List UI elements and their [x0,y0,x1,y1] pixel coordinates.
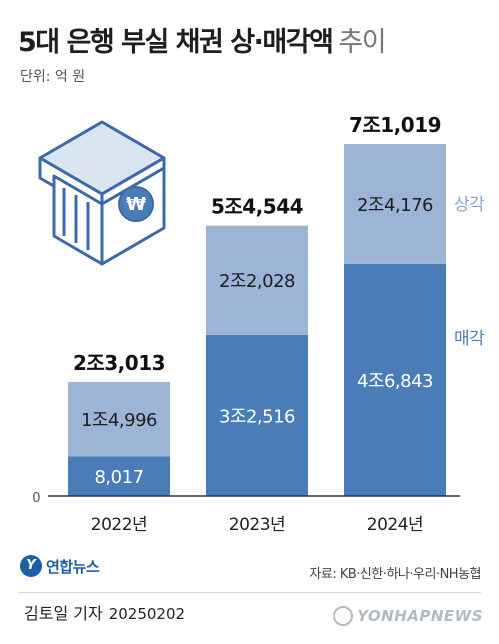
bar-writeoff-2 [344,144,446,264]
x-tick-1: 2023년 [229,515,285,535]
footer-divider [18,592,481,593]
label-sale-1: 3조2,516 [219,406,295,427]
y-zero-label: 0 [32,491,40,506]
stacked-bar-chart: ₩ 8,017 1조4,996 2조3,013 2022년 3조2,516 2조2,028… [32,113,485,535]
label-total-1: 5조4,544 [211,195,303,219]
chart-title: 5대 은행 부실 채권 상·매각액 추이 [18,20,387,59]
bar-writeoff-0 [68,381,170,457]
label-sale-0: 8,017 [94,467,143,488]
chart-title-main: 5대 은행 부실 채권 상·매각액 [18,27,334,58]
unit-label: 단위: 억 원 [20,69,86,85]
source-note: 자료: KB·신한·하나·우리·NH농협 [309,567,481,582]
label-total-0: 2조3,013 [73,351,165,375]
bank-icon: ₩ [38,120,166,266]
legend-writeoff-label: 상각 [454,195,485,215]
svg-text:₩: ₩ [126,194,146,215]
yonhap-news-watermark: YONHAPNEWS [333,606,483,626]
label-writeoff-2: 2조4,176 [357,195,433,216]
yonhap-logo: Y 연합뉴스 [20,555,100,577]
label-sale-2: 4조6,843 [357,371,433,392]
watermark-circle-icon [333,606,354,626]
watermark-text: YONHAPNEWS [357,607,483,625]
legend-sale-label: 매각 [454,329,485,349]
label-total-2: 7조1,019 [349,113,441,137]
x-tick-0: 2022년 [91,515,147,535]
credit-name: 김토일 기자 [24,604,103,623]
label-writeoff-1: 2조2,028 [219,271,295,292]
chart-title-suffix: 추이 [338,27,386,58]
bar-sale-1 [206,334,308,496]
label-writeoff-0: 1조4,996 [81,410,157,431]
x-tick-2: 2024년 [367,515,423,535]
bar-writeoff-1 [206,225,308,335]
yonhap-logo-name: 연합뉴스 [46,557,100,576]
credit: 김토일 기자 20250202 [24,600,185,624]
credit-date: 20250202 [108,605,186,623]
yonhap-logo-mark: Y [20,555,42,577]
bar-sale-2 [344,263,446,496]
bar-sale-0 [68,456,170,496]
